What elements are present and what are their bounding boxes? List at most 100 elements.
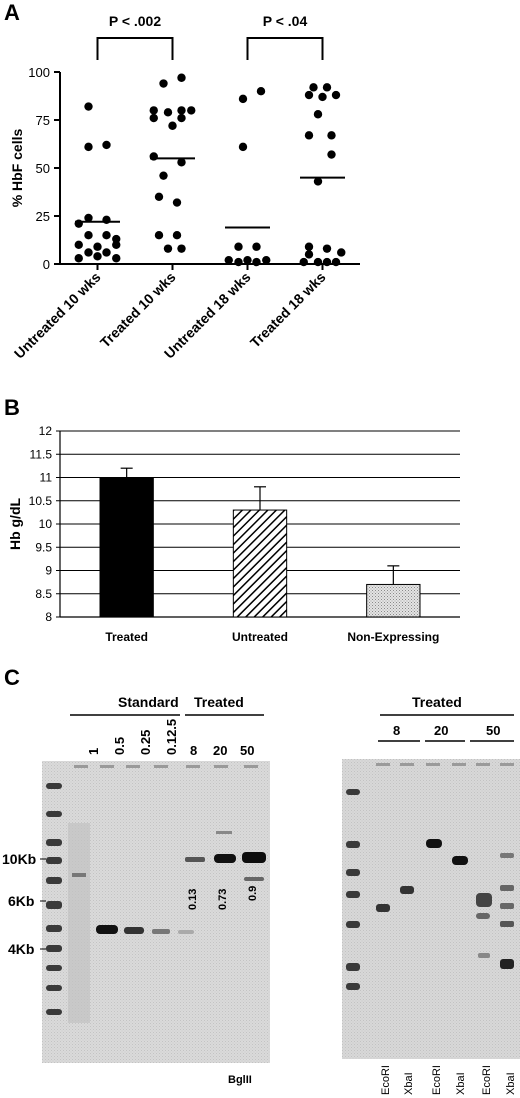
y-tick-label: 9 [45,564,52,578]
right-group-label: 50 [486,723,500,738]
data-point [168,121,177,130]
right-gel-enzyme-labels: EcoRI XbaI EcoRI XbaI EcoRI XbaI [380,1065,517,1095]
data-point [172,231,182,240]
bar [232,509,288,618]
data-point [337,248,346,257]
data-point [262,255,271,265]
x-tick-label: Treated [105,630,148,644]
data-point [187,106,196,115]
y-tick-label: 8.5 [35,587,52,601]
size-marker-10kb: 10Kb [2,851,36,867]
x-tick-label: Non-Expressing [347,630,439,644]
data-point [154,231,164,240]
data-point [154,192,164,201]
size-marker-4kb: 4Kb [8,941,34,957]
data-point [84,102,93,111]
enzyme-label: XbaI [403,1072,415,1095]
data-point [299,257,308,267]
data-point [234,257,243,267]
data-point [252,257,261,267]
data-point [304,90,314,100]
data-point [112,240,121,249]
data-point [327,131,336,140]
data-point [149,113,158,123]
data-point [84,142,93,152]
size-marker-6kb: 6Kb [8,893,34,909]
y-axis-label: % HbF cells [9,129,25,208]
data-point [313,110,323,119]
data-point [224,255,233,265]
band-value: 0.73 [217,889,229,910]
y-tick-label: 8 [45,610,52,624]
enzyme-label: EcoRI [481,1065,493,1095]
y-tick-label: 100 [28,65,50,80]
data-point [112,254,121,263]
significance-bracket [246,37,324,60]
data-point [102,140,111,150]
enzyme-label-bglii: BglII [228,1074,252,1086]
enzyme-label: EcoRI [431,1065,443,1095]
lane-label: 0.5 [112,737,127,755]
y-tick-label: 75 [36,113,50,128]
data-point [102,215,111,225]
enzyme-label: XbaI [505,1072,517,1095]
panel-b-plot: 8 8.5 9 9.5 10 10.5 11 11.5 12 Hb g/dL Treated Untr… [7,424,460,644]
data-point [313,177,323,186]
data-point [177,73,186,82]
data-point [304,131,314,140]
panel-b-bar-chart: B 8 8.5 9 9.5 10 10.5 11 11.5 12 Hb g/dL Treated Un… [4,395,460,644]
y-tick-label: 12 [39,424,53,438]
y-tick-label: 9.5 [35,540,52,554]
data-point [93,252,102,261]
data-point [74,240,83,249]
data-point [102,248,111,257]
data-point [102,231,111,240]
data-point [149,152,158,161]
lane-label: 1 [86,748,101,755]
data-point [322,83,332,92]
panel-b-letter: B [4,395,20,420]
lane-label: 0.12.5 [164,719,179,755]
data-point [112,234,121,244]
significance-bracket [96,37,174,60]
x-tick-label: Treated 10 wks [97,269,179,351]
right-gel-image [342,759,520,1059]
bar [99,477,154,618]
data-point [313,257,323,267]
y-tick-label: 11.5 [30,447,53,461]
x-tick-label: Treated 18 wks [247,269,329,351]
treated-title-right: Treated [412,694,462,710]
y-axis-label: Hb g/dL [7,498,23,551]
x-tick-label: Untreated [232,630,288,644]
band-value: 0.13 [187,889,199,910]
panel-a-letter: A [4,0,20,25]
data-point [234,242,243,251]
data-point [177,113,186,123]
right-group-label: 20 [434,723,448,738]
enzyme-label: XbaI [455,1072,467,1095]
data-point [331,257,341,267]
lane-label: 20 [213,743,227,758]
data-point [93,242,102,251]
data-point [84,248,93,257]
data-point [304,242,314,251]
data-point [159,79,168,88]
bar [366,583,421,618]
data-point [172,198,182,207]
data-point [331,90,341,100]
data-point [74,219,83,228]
data-point [177,106,186,115]
data-point [238,142,248,152]
p-value-label: P < .04 [263,13,308,29]
y-tick-label: 11 [40,471,53,485]
enzyme-label: EcoRI [380,1065,392,1095]
data-point [149,106,158,115]
data-point [318,92,327,102]
data-point [322,244,332,253]
lane-label: 8 [190,743,197,758]
lane-label: 0.25 [138,730,153,755]
data-point [163,108,173,117]
panel-c-gels: C Standard Treated 1 0.5 0.25 0.12.5 8 2… [2,665,520,1095]
